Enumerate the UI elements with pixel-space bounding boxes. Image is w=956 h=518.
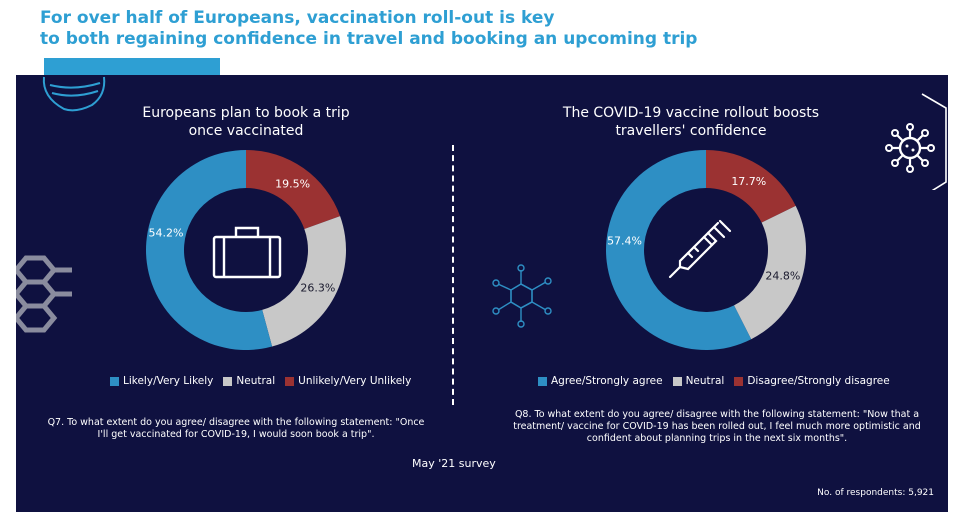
donut-slice-disagree-strongly-disagree — [706, 150, 796, 223]
data-label: 24.8% — [765, 270, 800, 283]
respondents-count: No. of respondents: 5,921 — [817, 488, 934, 498]
donut-slice-agree-strongly-agree — [606, 150, 752, 350]
headline-line-2: to both regaining confidence in travel a… — [40, 29, 698, 49]
donut-slice-neutral — [262, 216, 346, 347]
chart-2-donut: 17.7% 24.8% 57.4% — [606, 150, 806, 350]
legend-item-neutral: Neutral — [223, 375, 275, 387]
legend-label: Neutral — [685, 375, 725, 387]
donut-slice-unlikely-very-unlikely — [246, 150, 341, 229]
legend-item-likely: Likely/Very Likely — [110, 375, 213, 387]
legend-item-unlikely: Unlikely/Very Unlikely — [285, 375, 411, 387]
infographic-panel: Europeans plan to book a trip once vacci… — [16, 75, 948, 512]
legend-label: Neutral — [236, 375, 276, 387]
chart-1-title: Europeans plan to book a trip once vacci… — [126, 104, 366, 140]
data-label: 17.7% — [731, 175, 766, 188]
chart-2-legend: Agree/Strongly agree Neutral Disagree/St… — [538, 375, 890, 387]
legend-item-disagree: Disagree/Strongly disagree — [734, 375, 890, 387]
legend-label: Unlikely/Very Unlikely — [298, 375, 412, 387]
legend-label: Disagree/Strongly disagree — [747, 375, 890, 387]
headline: For over half of Europeans, vaccination … — [40, 8, 920, 50]
molecule-icon — [492, 264, 552, 328]
donut-slice-likely-very-likely — [146, 150, 273, 350]
data-label: 54.2% — [148, 226, 183, 239]
syringe-icon — [668, 219, 732, 279]
virus-icon — [885, 93, 947, 190]
chart-2-question: Q8. To what extent do you agree/ disagre… — [513, 409, 921, 444]
chart-2-title-line-2: travellers' confidence — [615, 123, 767, 139]
chart-1-title-line-2: once vaccinated — [188, 123, 304, 139]
chart-1-donut: 19.5% 26.3% 54.2% — [146, 150, 346, 350]
data-label: 57.4% — [607, 235, 642, 248]
data-label: 26.3% — [300, 281, 335, 294]
accent-bar — [44, 58, 220, 75]
donut-slice-neutral — [733, 205, 806, 340]
chart-1-title-line-1: Europeans plan to book a trip — [142, 105, 350, 121]
chart-2-title-line-1: The COVID-19 vaccine rollout boosts — [562, 105, 820, 121]
data-label: 19.5% — [275, 178, 310, 191]
headline-line-1: For over half of Europeans, vaccination … — [40, 8, 555, 28]
hexagon-molecule-icon — [16, 255, 72, 333]
legend-label: Likely/Very Likely — [123, 375, 214, 387]
survey-label: May '21 survey — [412, 457, 496, 470]
face-mask-icon — [42, 76, 106, 112]
legend-label: Agree/Strongly agree — [551, 375, 663, 387]
suitcase-icon — [212, 226, 282, 279]
legend-item-agree: Agree/Strongly agree — [538, 375, 663, 387]
chart-1-question: Q7. To what extent do you agree/ disagre… — [47, 417, 425, 440]
chart-2-title: The COVID-19 vaccine rollout boosts trav… — [551, 104, 831, 140]
chart-1-legend: Likely/Very Likely Neutral Unlikely/Very… — [110, 375, 411, 387]
divider — [452, 145, 454, 405]
legend-item-neutral: Neutral — [672, 375, 725, 387]
